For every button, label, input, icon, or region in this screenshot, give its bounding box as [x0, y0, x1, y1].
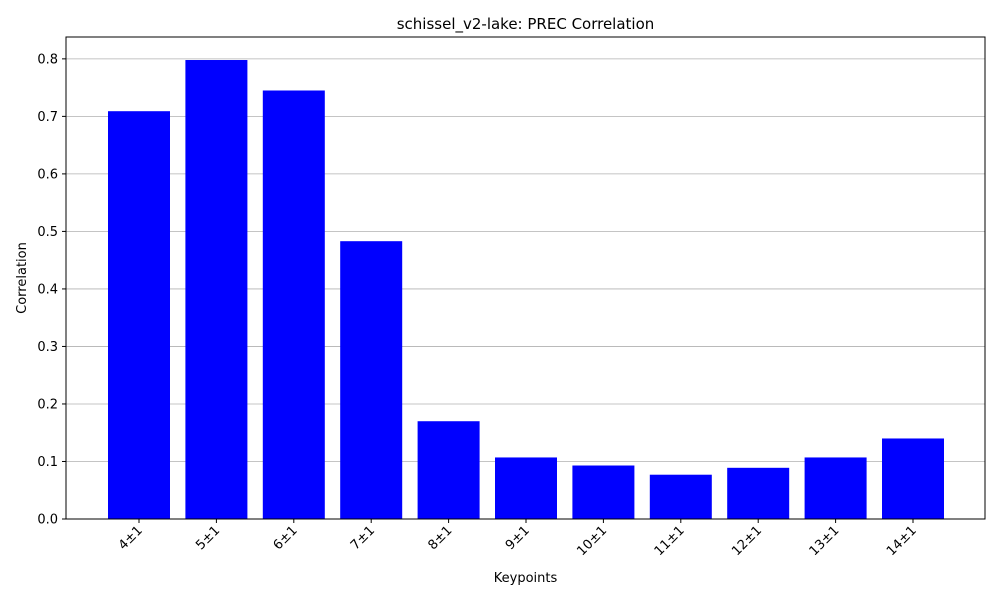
- bar: [108, 111, 170, 519]
- bars: [108, 60, 944, 520]
- bar: [340, 241, 403, 519]
- y-axis-ticks: 0.0 0.1 0.2 0.3 0.4 0.5 0.6 0.7 0.8: [37, 52, 66, 528]
- bar: [262, 90, 325, 520]
- y-tick-label: 0.6: [37, 167, 58, 182]
- y-tick-label: 0.3: [37, 340, 58, 355]
- x-tick-label: 7±1: [348, 523, 378, 553]
- y-tick-label: 0.4: [37, 282, 58, 297]
- x-tick-label: 4±1: [116, 523, 146, 553]
- x-tick-label: 8±1: [425, 523, 455, 553]
- x-axis-label: Keypoints: [494, 571, 558, 586]
- x-axis-ticks: 4±1 5±1 6±1 7±1 8±1 9±1 10±1 11±1 12±1 13±1 14±1: [116, 519, 920, 559]
- y-tick-label: 0.5: [37, 225, 58, 240]
- bar: [882, 438, 944, 519]
- bar: [185, 60, 248, 519]
- bar: [572, 465, 635, 519]
- x-tick-label: 12±1: [729, 523, 765, 559]
- chart-title: schissel_v2-lake: PREC Correlation: [397, 15, 655, 34]
- x-tick-label: 11±1: [652, 523, 688, 559]
- y-tick-label: 0.0: [37, 513, 58, 528]
- bar: [727, 467, 790, 519]
- y-axis-label: Correlation: [15, 242, 30, 314]
- x-tick-label: 10±1: [574, 523, 610, 559]
- x-tick-label: 9±1: [503, 523, 533, 553]
- y-tick-label: 0.2: [37, 397, 58, 412]
- y-tick-label: 0.8: [37, 52, 58, 67]
- x-tick-label: 13±1: [807, 523, 843, 559]
- x-tick-label: 6±1: [271, 523, 301, 553]
- bar: [649, 474, 712, 519]
- bar: [804, 457, 867, 519]
- y-tick-label: 0.1: [37, 455, 58, 470]
- x-tick-label: 14±1: [884, 523, 920, 559]
- x-tick-label: 5±1: [193, 523, 223, 553]
- bar: [495, 457, 557, 519]
- y-tick-label: 0.7: [37, 110, 58, 125]
- bar: [417, 421, 480, 519]
